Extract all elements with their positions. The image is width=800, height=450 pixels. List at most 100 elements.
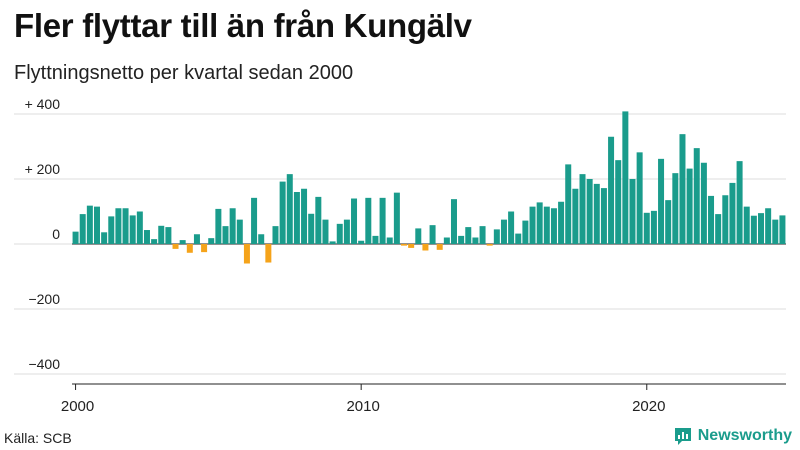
bar xyxy=(672,173,679,244)
bar xyxy=(222,226,229,245)
bar xyxy=(493,229,500,245)
bar xyxy=(272,226,279,245)
bar xyxy=(472,237,479,244)
x-axis: 2000 2010 2020 xyxy=(61,383,786,415)
bar xyxy=(286,174,293,245)
bar xyxy=(279,181,286,244)
bar xyxy=(750,215,757,244)
bar xyxy=(779,215,786,244)
bar xyxy=(179,240,186,244)
bar xyxy=(708,195,715,244)
bar xyxy=(293,192,300,244)
bar xyxy=(700,162,707,244)
bar xyxy=(643,212,650,244)
bar xyxy=(415,228,422,244)
bar xyxy=(351,198,358,244)
bar xyxy=(115,208,122,244)
y-tick-label: −200 xyxy=(28,291,60,307)
bar xyxy=(658,158,665,244)
bar xyxy=(558,201,565,244)
bar xyxy=(443,237,450,244)
bar xyxy=(715,214,722,244)
bar xyxy=(158,225,165,244)
bar xyxy=(265,244,272,263)
bar xyxy=(422,244,429,251)
bar xyxy=(629,179,636,244)
bar xyxy=(336,223,343,244)
x-tick-label: 2020 xyxy=(632,398,665,415)
bar xyxy=(550,208,557,244)
bar xyxy=(465,227,472,244)
bar xyxy=(151,239,158,245)
bar xyxy=(693,148,700,245)
bar xyxy=(329,241,336,244)
bar xyxy=(136,211,143,244)
bar xyxy=(243,244,250,264)
bar xyxy=(143,230,150,244)
bar xyxy=(765,208,772,244)
bar xyxy=(508,211,515,244)
bar xyxy=(736,161,743,245)
bar xyxy=(772,219,779,245)
y-tick-label: + 400 xyxy=(25,96,61,112)
bar xyxy=(372,235,379,245)
brand-logo: Newsworthy xyxy=(673,426,792,446)
bar xyxy=(93,206,100,245)
bar xyxy=(386,237,393,244)
bar xyxy=(608,136,615,244)
bar xyxy=(529,206,536,245)
bar xyxy=(301,188,308,244)
bar xyxy=(758,213,765,245)
x-tick-label: 2000 xyxy=(61,398,94,415)
bar xyxy=(486,244,493,246)
bar xyxy=(193,234,200,244)
bar xyxy=(129,215,136,244)
bar xyxy=(743,206,750,245)
bar xyxy=(679,134,686,244)
bar xyxy=(393,192,400,244)
source-label: Källa: SCB xyxy=(4,430,72,446)
y-tick-label: + 200 xyxy=(25,161,61,177)
bar xyxy=(108,216,115,245)
bar xyxy=(665,200,672,245)
brand-label: Newsworthy xyxy=(697,427,792,444)
bar xyxy=(650,210,657,244)
x-tick-label: 2010 xyxy=(346,398,379,415)
bar xyxy=(536,202,543,244)
bar xyxy=(258,234,265,244)
bar xyxy=(515,233,522,244)
bar xyxy=(543,206,550,245)
bar xyxy=(572,188,579,244)
bar xyxy=(479,226,486,245)
bar xyxy=(201,244,208,253)
bar xyxy=(586,179,593,244)
bar xyxy=(500,219,507,245)
bar xyxy=(358,240,365,244)
bar xyxy=(208,238,215,244)
bar xyxy=(436,244,443,250)
y-axis-labels: + 400 + 200 0 −200 −400 xyxy=(25,96,61,372)
bar xyxy=(579,174,586,245)
bar xyxy=(251,197,258,244)
bar xyxy=(86,205,93,244)
bar xyxy=(429,225,436,244)
bar xyxy=(165,227,172,244)
bar xyxy=(229,208,236,244)
y-tick-label: 0 xyxy=(52,226,60,242)
bar xyxy=(215,208,222,244)
bar xyxy=(408,244,415,248)
bar xyxy=(343,219,350,245)
bar xyxy=(315,196,322,245)
bar xyxy=(686,168,693,244)
bar xyxy=(401,244,408,246)
bars xyxy=(72,111,786,264)
bar xyxy=(236,219,243,245)
chart-title: Fler flyttar till än från Kungälv xyxy=(14,7,472,44)
bar xyxy=(379,197,386,244)
bar xyxy=(722,195,729,244)
y-tick-label: −400 xyxy=(28,356,60,372)
bar xyxy=(458,235,465,245)
newsworthy-logo-icon xyxy=(674,428,691,445)
bar xyxy=(600,188,607,244)
bar xyxy=(522,220,529,244)
